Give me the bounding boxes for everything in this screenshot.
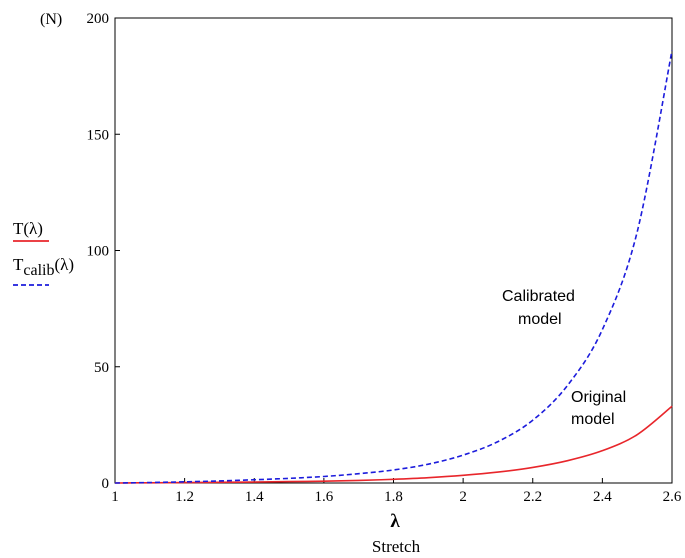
x-axis-ticks: 1 1.2 1.4 1.6 1.8 2 2.2 2.4 2.6 bbox=[111, 478, 682, 505]
series-line-1 bbox=[114, 50, 673, 484]
y-tick-label: 100 bbox=[87, 244, 110, 260]
y-tick-label: 150 bbox=[87, 127, 110, 143]
series-line-0 bbox=[114, 405, 673, 484]
x-axis-symbol: λ bbox=[390, 511, 400, 532]
x-tick-label: 1 bbox=[111, 489, 119, 505]
y-tick-label: 200 bbox=[87, 11, 110, 27]
annotation-calibrated-line-1: Calibrated bbox=[502, 288, 575, 305]
x-tick-label: 2.2 bbox=[523, 489, 542, 505]
y-tick-label: 50 bbox=[94, 360, 109, 376]
legend-label-series-0: T(λ) bbox=[13, 219, 43, 238]
x-tick-label: 1.8 bbox=[384, 489, 403, 505]
x-tick-label: 1.6 bbox=[315, 489, 334, 505]
annotation-calibrated-line-2: model bbox=[518, 311, 562, 328]
legend-label-series-1: Tcalib(λ) bbox=[13, 255, 74, 279]
x-tick-label: 1.2 bbox=[175, 489, 194, 505]
legend: T(λ) Tcalib(λ) bbox=[13, 219, 74, 286]
x-tick-label: 2.4 bbox=[593, 489, 612, 505]
x-tick-label: 1.4 bbox=[245, 489, 264, 505]
y-tick-label: 0 bbox=[102, 476, 110, 492]
annotation-original-line-1: Original bbox=[571, 389, 626, 406]
x-tick-label: 2 bbox=[459, 489, 467, 505]
y-unit-label: (N) bbox=[40, 11, 62, 28]
annotation-original-line-2: model bbox=[571, 411, 615, 428]
x-tick-label: 2.6 bbox=[663, 489, 682, 505]
series-layer bbox=[114, 50, 673, 484]
x-axis-label: Stretch bbox=[372, 537, 421, 556]
